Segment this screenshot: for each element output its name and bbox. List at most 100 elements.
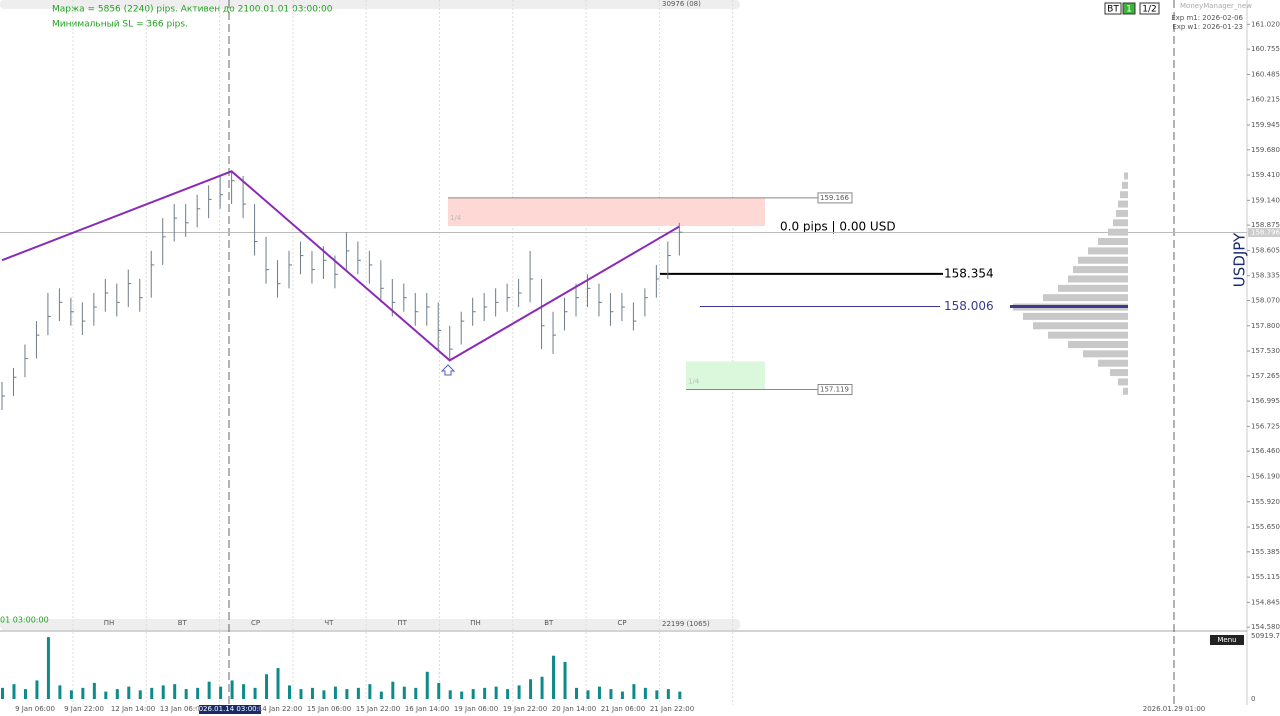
volume-bar (437, 682, 441, 699)
level-label: 157.119 (820, 386, 849, 394)
price-tick-label: 157.800 (1251, 322, 1280, 330)
volume-bar (609, 689, 613, 699)
day-label: ПН (104, 619, 115, 627)
volume-bar (173, 684, 177, 699)
volume-tick-label: 0 (1251, 695, 1255, 703)
profile-bar (1108, 228, 1128, 236)
day-label: ВТ (178, 619, 188, 627)
day-label: СР (618, 619, 627, 627)
zigzag (1, 170, 680, 362)
price-tick-label: 160.755 (1251, 45, 1280, 53)
volume-bar (414, 687, 418, 699)
profile-bar (1083, 350, 1128, 358)
volume-bar (127, 686, 131, 699)
symbol: USDJPY (1231, 232, 1249, 287)
indicator-name: MoneyManager_new (1180, 2, 1252, 10)
profile-bar (1123, 387, 1128, 395)
time-label: 21 Jan 22:00 (650, 705, 694, 713)
volume-bar (391, 681, 395, 699)
toolbar-button[interactable] (1139, 2, 1160, 15)
margin-info: Маржа = 5856 (2240) pips. Активен до 210… (52, 5, 333, 15)
pnl: 0.0 pips | 0.00 USD (780, 220, 896, 234)
profile-bar (1113, 219, 1128, 227)
level-box (817, 384, 853, 396)
toolbar-button[interactable] (1104, 2, 1122, 15)
volume-bar (161, 685, 165, 699)
time-label: 16 Jan 14:00 (405, 705, 449, 713)
volume-bar (265, 674, 269, 699)
day-label: ПН (470, 619, 481, 627)
toolbar-button-label[interactable]: 1 (1126, 5, 1132, 15)
volume-bar (12, 684, 16, 699)
price-tick-label: 160.215 (1251, 96, 1280, 104)
profile-bar (1023, 312, 1128, 320)
price-tick-label: 157.265 (1251, 372, 1280, 380)
bottom-bar (0, 619, 740, 630)
price-tick-label: 155.650 (1251, 523, 1280, 531)
volume-bar (310, 687, 314, 699)
price-tick-label: 156.995 (1251, 397, 1280, 405)
menu-label[interactable]: Menu (1217, 636, 1236, 644)
day-label: ЧТ (324, 619, 334, 627)
volume-bar (230, 680, 234, 699)
volume-bar (563, 661, 567, 699)
day-label: ПТ (397, 619, 407, 627)
day-label: СР (251, 619, 260, 627)
price-tick-label: 156.460 (1251, 447, 1280, 455)
volume-bar (356, 687, 360, 699)
volume-bar (379, 691, 383, 699)
level-box (817, 192, 853, 204)
toolbar-button-label[interactable]: BT (1107, 5, 1119, 15)
selected-time-box (199, 705, 261, 714)
price-tick-label: 155.920 (1251, 498, 1280, 506)
price-tick-label: 159.410 (1251, 171, 1280, 179)
profile-bar (1122, 181, 1128, 189)
volume-bar (253, 687, 257, 699)
volume-bar (529, 679, 533, 699)
volume-bar (632, 684, 636, 699)
volume-bar (540, 676, 544, 699)
zone-label: 1/4 (688, 377, 700, 385)
time-label: 20 Jan 14:00 (552, 705, 596, 713)
volume-tick-label: 50919.75 (1251, 632, 1280, 640)
time-label: 2026.01.14 03:00:00 (194, 705, 268, 713)
price-tick-label: 158.335 (1251, 272, 1280, 280)
toolbar-button-label[interactable]: 1/2 (1142, 5, 1156, 15)
profile-bar (1043, 294, 1128, 302)
price-tick-label: 156.190 (1251, 472, 1280, 480)
volume-bar (643, 687, 647, 699)
volume-bar (322, 690, 326, 699)
exp-w1: Exp w1: 2026-01-23 (1172, 23, 1243, 31)
profile-bar (1088, 247, 1128, 255)
profile-bar (1048, 331, 1128, 339)
profile-bar (1110, 369, 1128, 377)
zone-label: 1/4 (450, 214, 462, 222)
time-label: 19 Jan 22:00 (503, 705, 547, 713)
profile-bar (1068, 275, 1128, 283)
menu-button[interactable] (1210, 635, 1244, 645)
volume-bar (219, 686, 223, 699)
volume-bar (494, 686, 498, 699)
volume-bar (678, 691, 682, 699)
volume-bar (288, 685, 291, 699)
volume-bar (92, 682, 96, 699)
volume-bar (425, 671, 429, 699)
price-tick-label: 156.725 (1251, 422, 1280, 430)
volume-bar (345, 689, 349, 699)
volume-bar (460, 691, 464, 699)
profile-bar (1068, 340, 1128, 348)
time-label: 15 Jan 06:00 (307, 705, 351, 713)
zone (448, 197, 765, 226)
toolbar-button[interactable] (1122, 2, 1136, 15)
price-tick-label: 159.140 (1251, 196, 1280, 204)
volume-bar (69, 690, 73, 699)
price-tick-label: 155.385 (1251, 548, 1280, 556)
volume-bar (207, 681, 211, 699)
volume-bar (552, 655, 556, 699)
time-label: 13 Jan 06:00 (160, 705, 204, 713)
volume-bar (666, 689, 670, 699)
level-label: 159.166 (820, 194, 849, 202)
volume-bar (655, 690, 659, 699)
profile-bar (1124, 172, 1128, 180)
current-price-label: 158.796 (1251, 229, 1280, 237)
